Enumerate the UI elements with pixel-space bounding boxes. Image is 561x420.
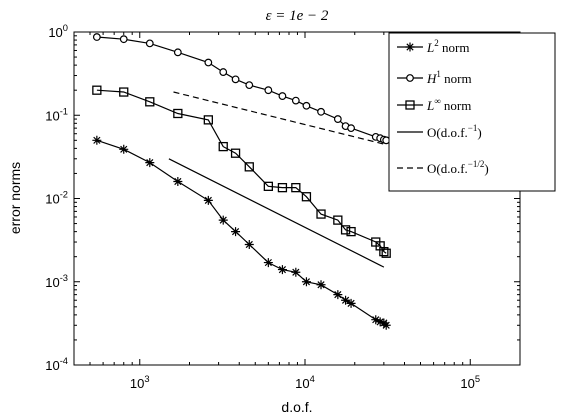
data-point xyxy=(92,135,102,145)
data-point xyxy=(379,246,389,257)
data-point xyxy=(263,258,273,268)
data-point xyxy=(145,39,154,48)
data-point xyxy=(145,97,155,107)
x-tick-label: 103 xyxy=(130,374,150,391)
data-point xyxy=(346,226,356,237)
series-1 xyxy=(92,33,391,145)
series-0 xyxy=(92,135,391,330)
data-point xyxy=(302,101,311,110)
y-tick-label: 10-2 xyxy=(45,190,68,207)
data-point xyxy=(316,209,326,219)
data-point xyxy=(244,240,254,250)
legend-marker xyxy=(405,42,415,52)
x-tick-label: 105 xyxy=(460,374,480,391)
legend-marker xyxy=(406,74,414,82)
data-point xyxy=(346,298,356,308)
data-point xyxy=(277,182,288,193)
legend-label: H1 norm xyxy=(426,69,472,86)
data-point xyxy=(277,265,287,275)
data-point xyxy=(333,115,342,123)
legend-label: L2 norm xyxy=(426,38,469,55)
data-point xyxy=(173,177,183,187)
series-3 xyxy=(168,158,385,268)
data-point xyxy=(119,35,128,44)
data-point xyxy=(244,162,254,172)
data-point xyxy=(231,75,240,84)
data-point xyxy=(317,107,325,116)
data-point xyxy=(316,280,326,290)
data-point xyxy=(203,115,213,125)
y-tick-label: 10-3 xyxy=(45,273,68,290)
data-point xyxy=(230,148,241,158)
data-point xyxy=(145,158,155,168)
data-point xyxy=(173,48,182,57)
data-point xyxy=(92,33,101,41)
y-tick-label: 10-1 xyxy=(45,106,68,123)
data-point xyxy=(340,225,351,235)
data-point xyxy=(291,267,301,277)
data-point xyxy=(218,215,228,225)
data-point xyxy=(341,295,351,305)
y-tick-label: 10-4 xyxy=(45,356,68,373)
x-tick-label: 104 xyxy=(295,374,315,391)
data-point xyxy=(218,141,228,152)
data-point xyxy=(371,315,381,325)
data-point xyxy=(173,108,183,119)
data-point xyxy=(119,87,129,97)
data-point xyxy=(333,215,343,225)
legend-marker xyxy=(405,100,415,110)
data-point xyxy=(92,85,102,95)
data-point xyxy=(119,144,129,154)
data-point xyxy=(381,248,391,258)
series-line xyxy=(173,91,385,145)
legend-label: O(d.o.f.−1/2) xyxy=(427,159,489,176)
legend-label: O(d.o.f.−1) xyxy=(427,123,482,140)
legend: L2 norm H1 norm L∞ norm O(d.o.f.−1) O(d.o.f.… xyxy=(388,32,556,192)
data-point xyxy=(291,96,300,105)
data-point xyxy=(278,92,287,100)
legend-box xyxy=(388,32,556,192)
data-point xyxy=(301,277,311,287)
data-point xyxy=(381,320,391,330)
data-point xyxy=(263,181,273,191)
data-point xyxy=(301,192,312,202)
data-point xyxy=(231,227,241,237)
y-axis-label: error norms xyxy=(7,162,23,234)
series-line xyxy=(168,158,385,268)
y-tick-label: 100 xyxy=(48,23,68,40)
data-point xyxy=(347,124,355,133)
data-point xyxy=(219,68,228,76)
chart-title: ε = 1e − 2 xyxy=(266,8,329,24)
data-point xyxy=(333,290,343,300)
data-point xyxy=(264,86,273,95)
data-point xyxy=(291,182,301,193)
series-4 xyxy=(173,91,385,145)
legend-label: L∞ norm xyxy=(426,96,471,113)
series-layer xyxy=(92,33,391,330)
data-point xyxy=(203,195,213,205)
series-line xyxy=(96,139,387,326)
data-point xyxy=(204,58,213,67)
series-2 xyxy=(92,85,391,258)
x-axis-label: d.o.f. xyxy=(281,399,312,415)
data-point xyxy=(375,317,385,327)
data-point xyxy=(245,81,254,90)
series-line xyxy=(96,36,387,141)
